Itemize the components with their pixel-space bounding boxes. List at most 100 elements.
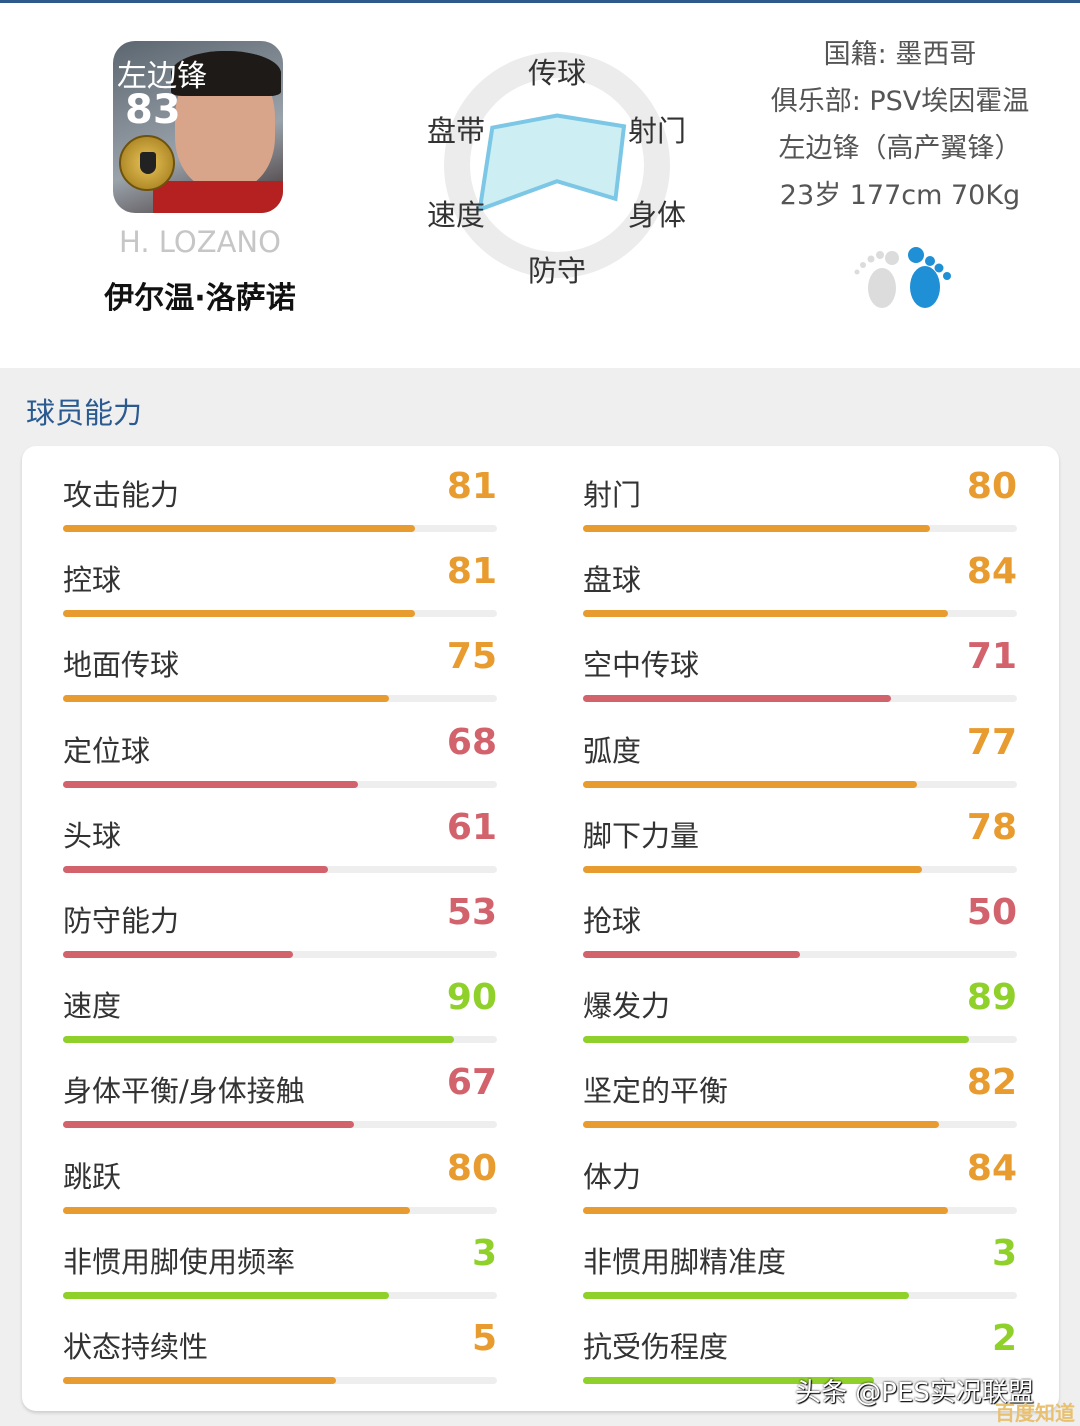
stat-label: 地面传球 xyxy=(63,648,180,683)
stat-value: 2 xyxy=(991,1318,1017,1359)
stat-label: 抢球 xyxy=(583,904,642,938)
stat-bar-fill xyxy=(63,525,415,532)
stat-value: 77 xyxy=(966,721,1017,763)
stat-bar-fill xyxy=(583,610,948,618)
stat-value: 71 xyxy=(966,636,1017,678)
position: 左边锋（高产翼锋） xyxy=(778,133,1022,164)
stat-value: 68 xyxy=(446,721,497,763)
stat-row: 体力 84 xyxy=(583,1136,1017,1221)
stat-value: 90 xyxy=(446,977,497,1019)
club: 俱乐部: PSV埃因霍温 xyxy=(770,86,1030,117)
stat-row: 定位球 68 xyxy=(63,710,497,795)
right-foot-icon xyxy=(908,247,951,308)
stat-bar xyxy=(583,1121,1017,1129)
stat-row: 控球 81 xyxy=(63,539,497,624)
stat-bar xyxy=(63,525,497,532)
stat-label: 坚定的平衡 xyxy=(583,1074,729,1109)
stat-label: 速度 xyxy=(63,989,122,1024)
stat-bar xyxy=(63,695,497,703)
stat-bar xyxy=(583,610,1017,618)
stat-value: 53 xyxy=(446,892,497,933)
stat-row: 状态持续性 5 xyxy=(63,1306,497,1391)
stat-value: 61 xyxy=(446,806,497,848)
stat-row: 防守能力 53 xyxy=(63,880,497,965)
stat-label: 空中传球 xyxy=(583,648,700,683)
stat-value: 80 xyxy=(966,466,1017,507)
stat-bar-fill xyxy=(63,951,294,958)
stat-value: 80 xyxy=(446,1147,497,1189)
card-overall: 83 xyxy=(125,87,181,133)
stat-bar-fill xyxy=(583,1036,970,1044)
stat-label: 定位球 xyxy=(63,733,151,768)
stat-bar xyxy=(63,1121,497,1129)
stat-row: 跳跃 80 xyxy=(63,1136,497,1221)
card-position: 左边锋 xyxy=(117,59,207,94)
stat-label: 抗受伤程度 xyxy=(583,1330,729,1364)
stat-row: 空中传球 71 xyxy=(583,624,1017,709)
stat-row: 抢球 50 xyxy=(583,880,1017,965)
stat-bar-fill xyxy=(63,1206,411,1214)
radar-ring xyxy=(444,52,670,278)
stat-bar-fill xyxy=(583,525,931,532)
stat-value: 78 xyxy=(966,806,1017,848)
top-border xyxy=(0,0,1080,3)
player-header: 左边锋 83 H. LOZANO 伊尔温·洛萨诺 传球 射门 身体 防守 速度 … xyxy=(0,3,1080,368)
stat-value: 3 xyxy=(991,1232,1017,1274)
stat-label: 盘球 xyxy=(583,563,642,598)
stat-bar-fill xyxy=(63,865,328,873)
stat-value: 50 xyxy=(966,892,1017,933)
stat-value: 82 xyxy=(966,1062,1017,1104)
stat-bar-fill xyxy=(63,1121,354,1129)
radar-label-dribble: 盘带 xyxy=(427,114,485,148)
player-info: 国籍: 墨西哥 俱乐部: PSV埃因霍温 左边锋（高产翼锋） 23岁 177cm… xyxy=(730,31,1070,219)
stat-row: 弧度 77 xyxy=(583,710,1017,795)
stat-label: 爆发力 xyxy=(583,989,671,1024)
stat-row: 射门 80 xyxy=(583,454,1017,539)
physical: 23岁 177cm 70Kg xyxy=(779,180,1021,211)
radar-label-speed: 速度 xyxy=(427,198,485,232)
stat-bar-fill xyxy=(583,1377,874,1384)
toutiao-watermark: 头条 @PES实况联盟 xyxy=(795,1378,1034,1408)
stat-bar xyxy=(583,1206,1017,1214)
stat-value: 67 xyxy=(446,1062,497,1104)
radar-chart: 传球 射门 身体 防守 速度 盘带 xyxy=(427,52,686,288)
stat-bar-fill xyxy=(63,1377,337,1384)
player-name-en: H. LOZANO xyxy=(119,225,281,259)
stat-row: 地面传球 75 xyxy=(63,624,497,709)
player-hair xyxy=(171,51,281,96)
stat-value: 89 xyxy=(966,977,1017,1019)
stat-bar xyxy=(583,1291,1017,1299)
stat-label: 非惯用脚使用频率 xyxy=(63,1244,296,1279)
stat-value: 5 xyxy=(471,1318,497,1359)
stat-label: 身体平衡/身体接触 xyxy=(63,1074,305,1109)
stat-bar-fill xyxy=(583,780,918,788)
stat-bar-fill xyxy=(63,1291,389,1299)
player-card: 左边锋 83 xyxy=(113,41,283,213)
stat-bar xyxy=(583,525,1017,532)
stat-label: 非惯用脚精准度 xyxy=(583,1244,787,1279)
stat-label: 控球 xyxy=(63,563,122,598)
stat-bar xyxy=(583,1036,1017,1044)
stat-bar xyxy=(583,695,1017,703)
stat-value: 81 xyxy=(446,551,497,593)
preferred-foot xyxy=(854,247,951,308)
stat-row: 爆发力 89 xyxy=(583,965,1017,1050)
stat-value: 81 xyxy=(446,466,497,507)
stat-bar xyxy=(63,1206,497,1214)
radar-label-shoot: 射门 xyxy=(628,114,686,148)
stat-bar-fill xyxy=(63,695,389,703)
radar-label-physical: 身体 xyxy=(628,198,686,232)
radar-polygon xyxy=(477,113,627,213)
stat-bar xyxy=(63,1291,497,1299)
stat-label: 脚下力量 xyxy=(583,818,700,853)
stat-bar xyxy=(583,780,1017,788)
stat-bar-fill xyxy=(583,865,922,873)
stat-row: 速度 90 xyxy=(63,965,497,1050)
stat-row: 攻击能力 81 xyxy=(63,454,497,539)
stat-bar xyxy=(63,951,497,958)
stat-bar xyxy=(583,951,1017,958)
stat-bar xyxy=(63,865,497,873)
stat-bar-fill xyxy=(583,1206,948,1214)
radar-label-defense: 防守 xyxy=(528,254,586,288)
stat-label: 头球 xyxy=(63,818,122,853)
